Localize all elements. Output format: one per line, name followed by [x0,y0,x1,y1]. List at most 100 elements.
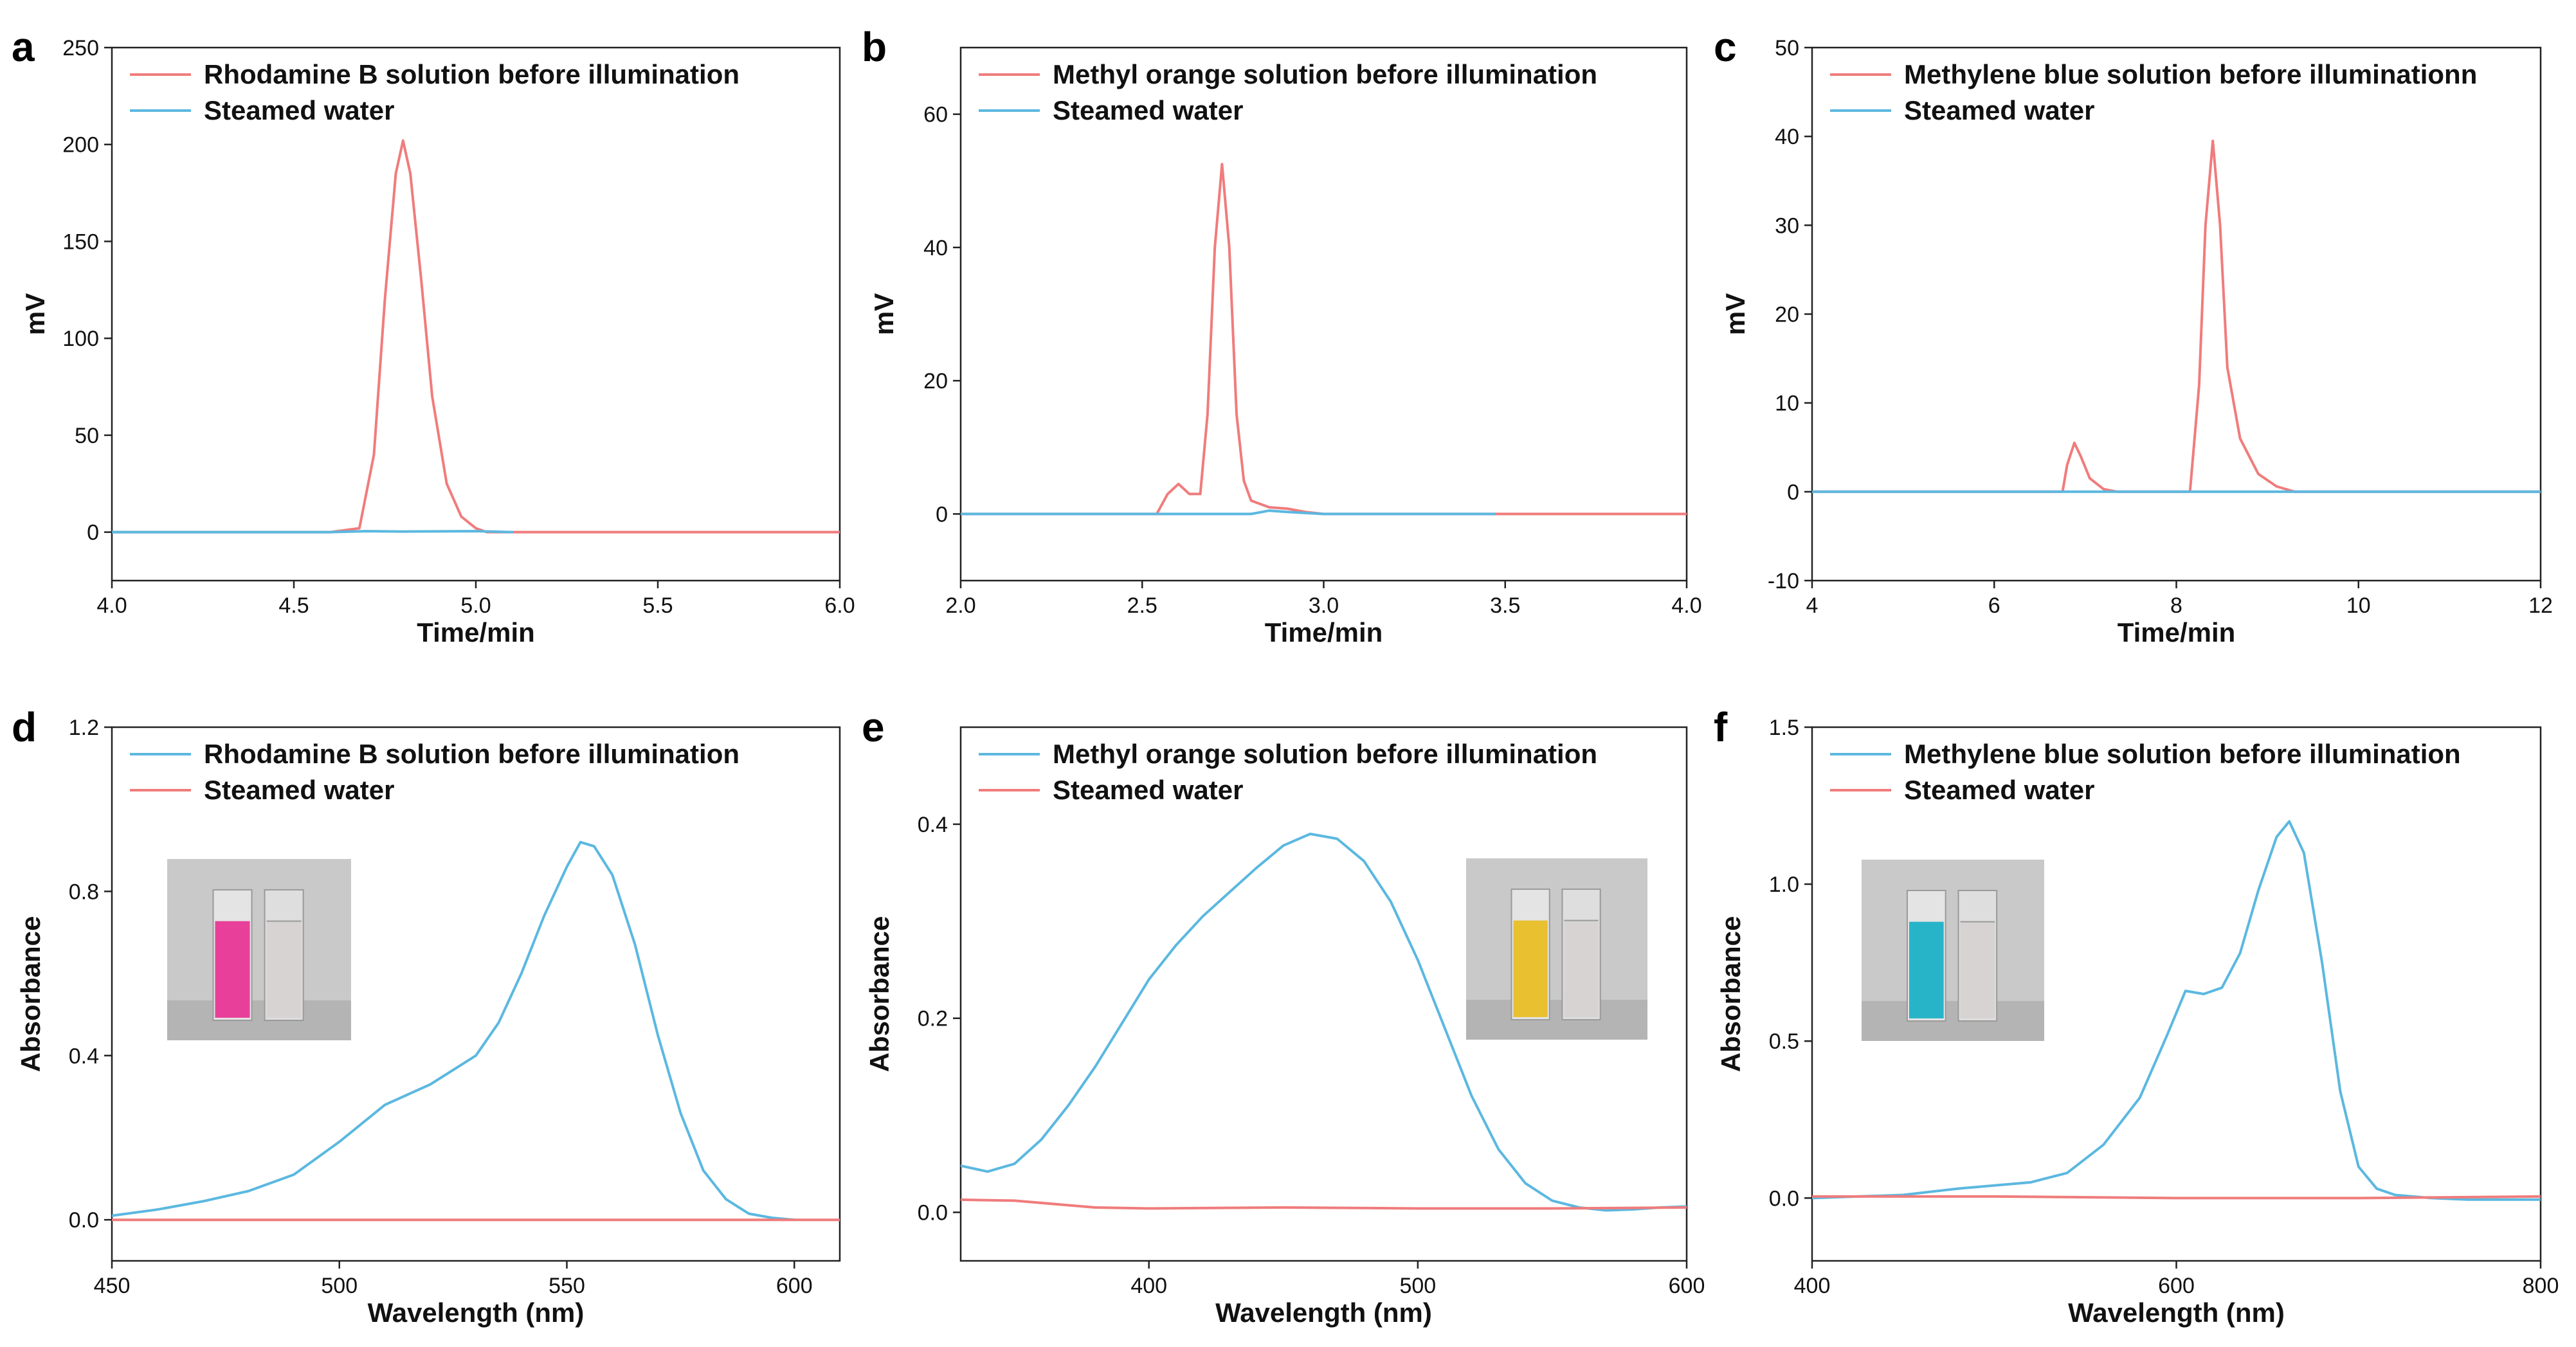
plot-frame [959,726,1688,1262]
x-tick-label: 12 [2528,593,2553,618]
x-tick-label: 450 [94,1274,131,1298]
x-tick-label: 8 [2170,593,2182,618]
series-line-steamed-water [961,1198,1687,1210]
legend-label: Steamed water [1904,95,2094,125]
y-axis-label: Absorbance [864,916,894,1072]
x-tick-label: 400 [1794,1274,1831,1298]
panel-letter: c [1714,24,1737,70]
x-tick-label: 5.0 [460,593,491,618]
y-tick-label: 40 [923,236,948,260]
x-axis-label: Wavelength (nm) [368,1297,585,1328]
x-tick-label: 400 [1130,1274,1167,1298]
series-line-sample [1812,140,2541,493]
sample-liquid [1513,920,1548,1017]
series-line-sample [961,833,1687,1212]
x-tick-label: 550 [549,1274,585,1298]
y-tick-label: 50 [1775,36,1799,60]
sample-liquid [215,921,250,1018]
panel-d: d 450 500 550 600 0.0 0.4 0.8 1.2 Wavelength (nm)… [12,704,841,1328]
plot-frame [111,46,841,582]
series-line-steamed-water [1812,1195,2541,1200]
y-tick-label: 20 [1775,303,1799,327]
x-tick-label: 2.5 [1127,593,1157,618]
y-tick-label: 0 [1787,480,1799,505]
y-tick-label: 1.5 [1769,716,1799,740]
series-line-steamed-water [112,530,514,534]
panel-letter: f [1714,704,1728,750]
x-tick-label: 500 [1399,1274,1436,1298]
legend-label: Steamed water [204,95,394,125]
y-tick-label: 0 [936,502,948,527]
y-axis-label: Absorbance [15,916,46,1072]
water-liquid [1960,921,1995,1018]
y-tick-label: 40 [1775,125,1799,149]
panel-letter: d [12,704,37,750]
y-tick-label: 0.4 [918,813,948,837]
x-axis-label: Time/min [2118,617,2236,647]
legend-label: Methyl orange solution before illuminati… [1053,59,1597,89]
x-tick-label: 600 [2158,1274,2195,1298]
legend-label: Methyl orange solution before illuminati… [1053,739,1597,769]
x-tick-label: 4 [1806,593,1819,618]
legend-label: Steamed water [1053,775,1243,805]
photo-surface [1862,1000,2044,1041]
series-line-sample [961,163,1687,516]
y-tick-label: 60 [923,103,948,127]
panel-f: f 400 600 800 0.0 0.5 1.0 1.5 Wavelength (nm) Abs… [1714,704,2559,1328]
panel-letter: e [862,704,885,750]
y-tick-label: 0.2 [918,1007,948,1031]
y-tick-label: 0.0 [1769,1186,1799,1211]
plot-frame [1811,46,2542,582]
y-axis-label: Absorbance [1716,916,1746,1072]
y-tick-label: 0.8 [69,880,99,904]
panel-e: e 400 500 600 0.0 0.2 0.4 Wavelength (nm) Absorb… [862,704,1705,1328]
cuvette-photo [1862,860,2044,1041]
x-tick-label: 6.0 [824,593,855,618]
legend-label: Rhodamine B solution before illumination [204,59,739,89]
series-line-sample [112,139,840,534]
y-axis-label: mV [1720,293,1750,335]
water-liquid [266,921,302,1018]
photo-surface [1466,999,1647,1040]
x-tick-label: 3.5 [1490,593,1520,618]
legend-label: Steamed water [1053,95,1243,125]
y-axis-label: mV [20,293,50,335]
cuvette-photo [167,859,351,1040]
plot-frame [111,726,841,1262]
series-line-sample [112,840,796,1222]
y-tick-label: 0.0 [918,1201,948,1225]
x-tick-label: 5.5 [642,593,673,618]
x-tick-label: 600 [776,1274,813,1298]
series-line-sample [1812,820,2541,1201]
x-axis-label: Wavelength (nm) [1215,1297,1432,1328]
x-axis-label: Wavelength (nm) [2068,1297,2285,1328]
x-tick-label: 3.0 [1309,593,1339,618]
x-tick-label: 4.0 [1671,593,1701,618]
y-tick-label: 0.5 [1769,1029,1799,1054]
y-tick-label: 10 [1775,392,1799,416]
x-tick-label: 4.0 [96,593,127,618]
y-tick-label: 0.0 [69,1208,99,1233]
y-tick-label: 20 [923,369,948,393]
y-tick-label: 1.0 [1769,872,1799,897]
legend-label: Steamed water [1904,775,2094,805]
y-tick-label: 0 [87,521,99,545]
y-tick-label: 50 [75,424,99,448]
legend-label: Steamed water [204,775,394,805]
legend-label: Rhodamine B solution before illumination [204,739,739,769]
sample-liquid [1909,921,1944,1018]
x-tick-label: 6 [1988,593,2000,618]
x-tick-label: 4.5 [278,593,309,618]
x-tick-label: 10 [2346,593,2371,618]
photo-surface [167,1000,351,1040]
cuvette-photo [1466,858,1647,1040]
y-tick-label: 100 [62,327,99,351]
y-tick-label: 250 [62,36,99,60]
plot-frame [959,46,1688,582]
y-tick-label: 1.2 [69,716,99,740]
y-axis-label: mV [869,293,899,335]
panel-letter: b [862,24,887,70]
x-axis-label: Time/min [417,617,535,647]
y-tick-label: 0.4 [69,1044,99,1069]
